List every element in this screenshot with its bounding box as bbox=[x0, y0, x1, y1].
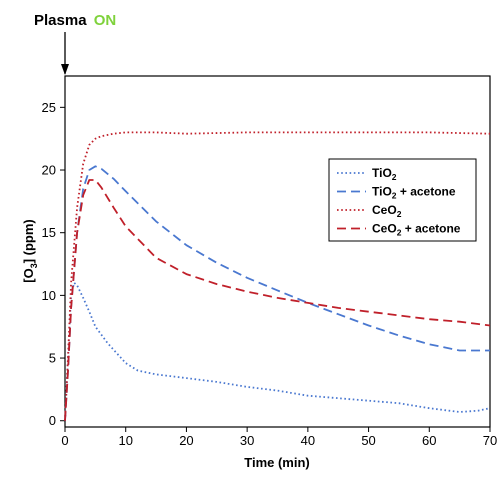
y-tick-label: 20 bbox=[42, 163, 56, 178]
legend-box bbox=[328, 158, 477, 242]
x-tick-label: 0 bbox=[61, 433, 68, 448]
series-layer bbox=[64, 131, 491, 421]
arrow-head bbox=[61, 64, 69, 75]
y-tick-label: 15 bbox=[42, 225, 56, 240]
y-tick-label: 10 bbox=[42, 288, 56, 303]
legend-label-2: TiO2 + acetone bbox=[372, 185, 456, 201]
x-axis-label: Time (min) bbox=[244, 455, 310, 470]
legend-label-3: CeO2 bbox=[372, 203, 402, 219]
plasma-state: ON bbox=[94, 12, 117, 29]
y-tick-label: 0 bbox=[49, 413, 56, 428]
legend: TiO2 TiO2 + acetone CeO2 CeO2 + acetone bbox=[328, 158, 477, 242]
x-tick-label: 10 bbox=[118, 433, 132, 448]
plasma-on-arrow bbox=[61, 32, 69, 75]
x-tick-label: 50 bbox=[361, 433, 375, 448]
x-axis: 0 10 20 30 40 50 60 70 bbox=[61, 427, 497, 448]
legend-label-1: TiO2 bbox=[372, 166, 397, 182]
series-line-1 bbox=[64, 281, 491, 421]
series-line-4 bbox=[64, 179, 491, 421]
y-axis: 0 5 10 15 20 25 bbox=[42, 100, 65, 428]
plot-frame bbox=[64, 75, 491, 428]
x-tick-label: 70 bbox=[483, 433, 497, 448]
x-tick-label: 20 bbox=[179, 433, 193, 448]
y-tick-label: 5 bbox=[49, 351, 56, 366]
x-tick-label: 40 bbox=[301, 433, 315, 448]
y-axis-label: [O3] (ppm) bbox=[21, 219, 39, 283]
legend-label-4: CeO2 + acetone bbox=[372, 222, 461, 238]
plasma-label: Plasma bbox=[34, 12, 87, 29]
x-tick-label: 60 bbox=[422, 433, 436, 448]
y-tick-label: 25 bbox=[42, 100, 56, 115]
plasma-annotation: Plasma ON bbox=[34, 12, 116, 29]
x-tick-label: 30 bbox=[240, 433, 254, 448]
